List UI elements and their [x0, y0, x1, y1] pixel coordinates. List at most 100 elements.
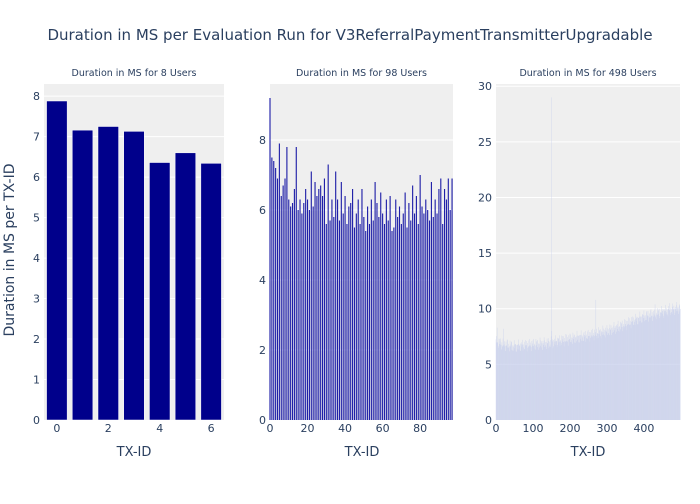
- bar-2-97: [451, 179, 452, 421]
- bar-2-35: [335, 172, 336, 421]
- x-tick-label-3-0: 0: [493, 422, 500, 435]
- bar-1-4: [149, 163, 170, 420]
- y-tick-label-1-4: 4: [33, 252, 40, 265]
- bar-2-28: [322, 196, 323, 420]
- bar-2-2: [273, 161, 274, 420]
- x-tick-label-3-1: 100: [522, 422, 543, 435]
- bar-2-47: [358, 200, 359, 421]
- bar-2-80: [420, 175, 421, 420]
- bar-2-55: [373, 221, 374, 421]
- subtitle-1: Duration in MS for 8 Users: [72, 68, 197, 79]
- bar-2-43: [350, 203, 351, 420]
- x-tick-label-1-1: 2: [105, 422, 112, 435]
- bar-2-86: [431, 182, 432, 420]
- bar-2-9: [286, 147, 287, 420]
- y-tick-label-2-1: 2: [259, 344, 266, 357]
- subtitle-3: Duration in MS for 498 Users: [519, 68, 656, 79]
- bar-2-5: [279, 144, 280, 421]
- bar-2-53: [369, 224, 370, 420]
- bar-2-6: [281, 196, 282, 420]
- y-tick-label-1-0: 0: [33, 414, 40, 427]
- bar-2-73: [406, 228, 407, 421]
- bar-2-14: [296, 147, 297, 420]
- x-tick-label-1-0: 0: [53, 422, 60, 435]
- main-title: Duration in MS per Evaluation Run for V3…: [47, 26, 652, 44]
- bar-2-36: [337, 200, 338, 421]
- bar-2-26: [318, 189, 319, 420]
- bar-2-15: [298, 210, 299, 420]
- y-tick-label-3-6: 30: [478, 80, 492, 93]
- y-tick-label-1-5: 5: [33, 212, 40, 225]
- bar-2-16: [299, 200, 300, 421]
- bar-2-45: [354, 228, 355, 421]
- bar-2-96: [450, 210, 451, 420]
- bar-2-17: [301, 214, 302, 421]
- bar-2-89: [436, 214, 437, 421]
- y-tick-label-3-2: 10: [478, 303, 492, 316]
- bar-2-65: [391, 231, 392, 420]
- bar-2-18: [303, 203, 304, 420]
- bar-2-56: [375, 182, 376, 420]
- x-axis-title-1: TX-ID: [116, 445, 152, 460]
- bar-2-72: [405, 193, 406, 421]
- bar-1-2: [98, 127, 119, 420]
- y-tick-label-3-5: 25: [478, 136, 492, 149]
- bar-2-54: [371, 200, 372, 421]
- bar-2-39: [343, 214, 344, 421]
- x-tick-label-3-4: 400: [633, 422, 654, 435]
- y-tick-label-2-3: 6: [259, 204, 266, 217]
- bar-2-64: [390, 196, 391, 420]
- y-tick-label-3-4: 20: [478, 191, 492, 204]
- x-axis-title-2: TX-ID: [344, 445, 380, 460]
- bar-2-41: [346, 224, 347, 420]
- bar-2-12: [292, 203, 293, 420]
- bar-2-33: [331, 200, 332, 421]
- bar-2-32: [329, 221, 330, 421]
- bar-2-71: [403, 214, 404, 421]
- bar-2-4: [277, 179, 278, 421]
- x-tick-label-3-3: 300: [596, 422, 617, 435]
- bar-2-37: [339, 221, 340, 421]
- bar-2-22: [311, 172, 312, 421]
- bar-2-46: [356, 214, 357, 421]
- y-tick-label-1-8: 8: [33, 90, 40, 103]
- bar-2-7: [283, 186, 284, 421]
- y-tick-label-3-3: 15: [478, 247, 492, 260]
- bar-2-31: [328, 165, 329, 421]
- bar-2-82: [423, 214, 424, 421]
- bar-2-51: [365, 231, 366, 420]
- bar-2-87: [433, 217, 434, 420]
- bar-2-24: [314, 182, 315, 420]
- bar-2-95: [448, 179, 449, 421]
- bar-2-48: [360, 224, 361, 420]
- y-tick-label-3-0: 0: [485, 414, 492, 427]
- bar-1-1: [72, 130, 93, 420]
- bar-2-25: [316, 196, 317, 420]
- bar-2-21: [309, 210, 310, 420]
- bar-2-29: [324, 179, 325, 421]
- bar-2-58: [378, 217, 379, 420]
- y-tick-label-1-6: 6: [33, 171, 40, 184]
- bar-2-88: [435, 200, 436, 421]
- bar-1-5: [175, 153, 196, 420]
- bar-2-69: [399, 207, 400, 421]
- bar-2-92: [442, 224, 443, 420]
- bar-2-81: [421, 207, 422, 421]
- subtitle-2: Duration in MS for 98 Users: [296, 68, 427, 79]
- bar-2-91: [440, 179, 441, 421]
- bar-1-6: [201, 163, 222, 420]
- bar-2-85: [429, 221, 430, 421]
- bar-2-13: [294, 189, 295, 420]
- x-tick-label-2-2: 40: [338, 422, 352, 435]
- bar-2-63: [388, 221, 389, 421]
- y-tick-label-2-4: 8: [259, 134, 266, 147]
- bar-2-93: [444, 189, 445, 420]
- bar-2-57: [376, 203, 377, 420]
- bar-2-11: [290, 207, 291, 421]
- bar-2-84: [427, 210, 428, 420]
